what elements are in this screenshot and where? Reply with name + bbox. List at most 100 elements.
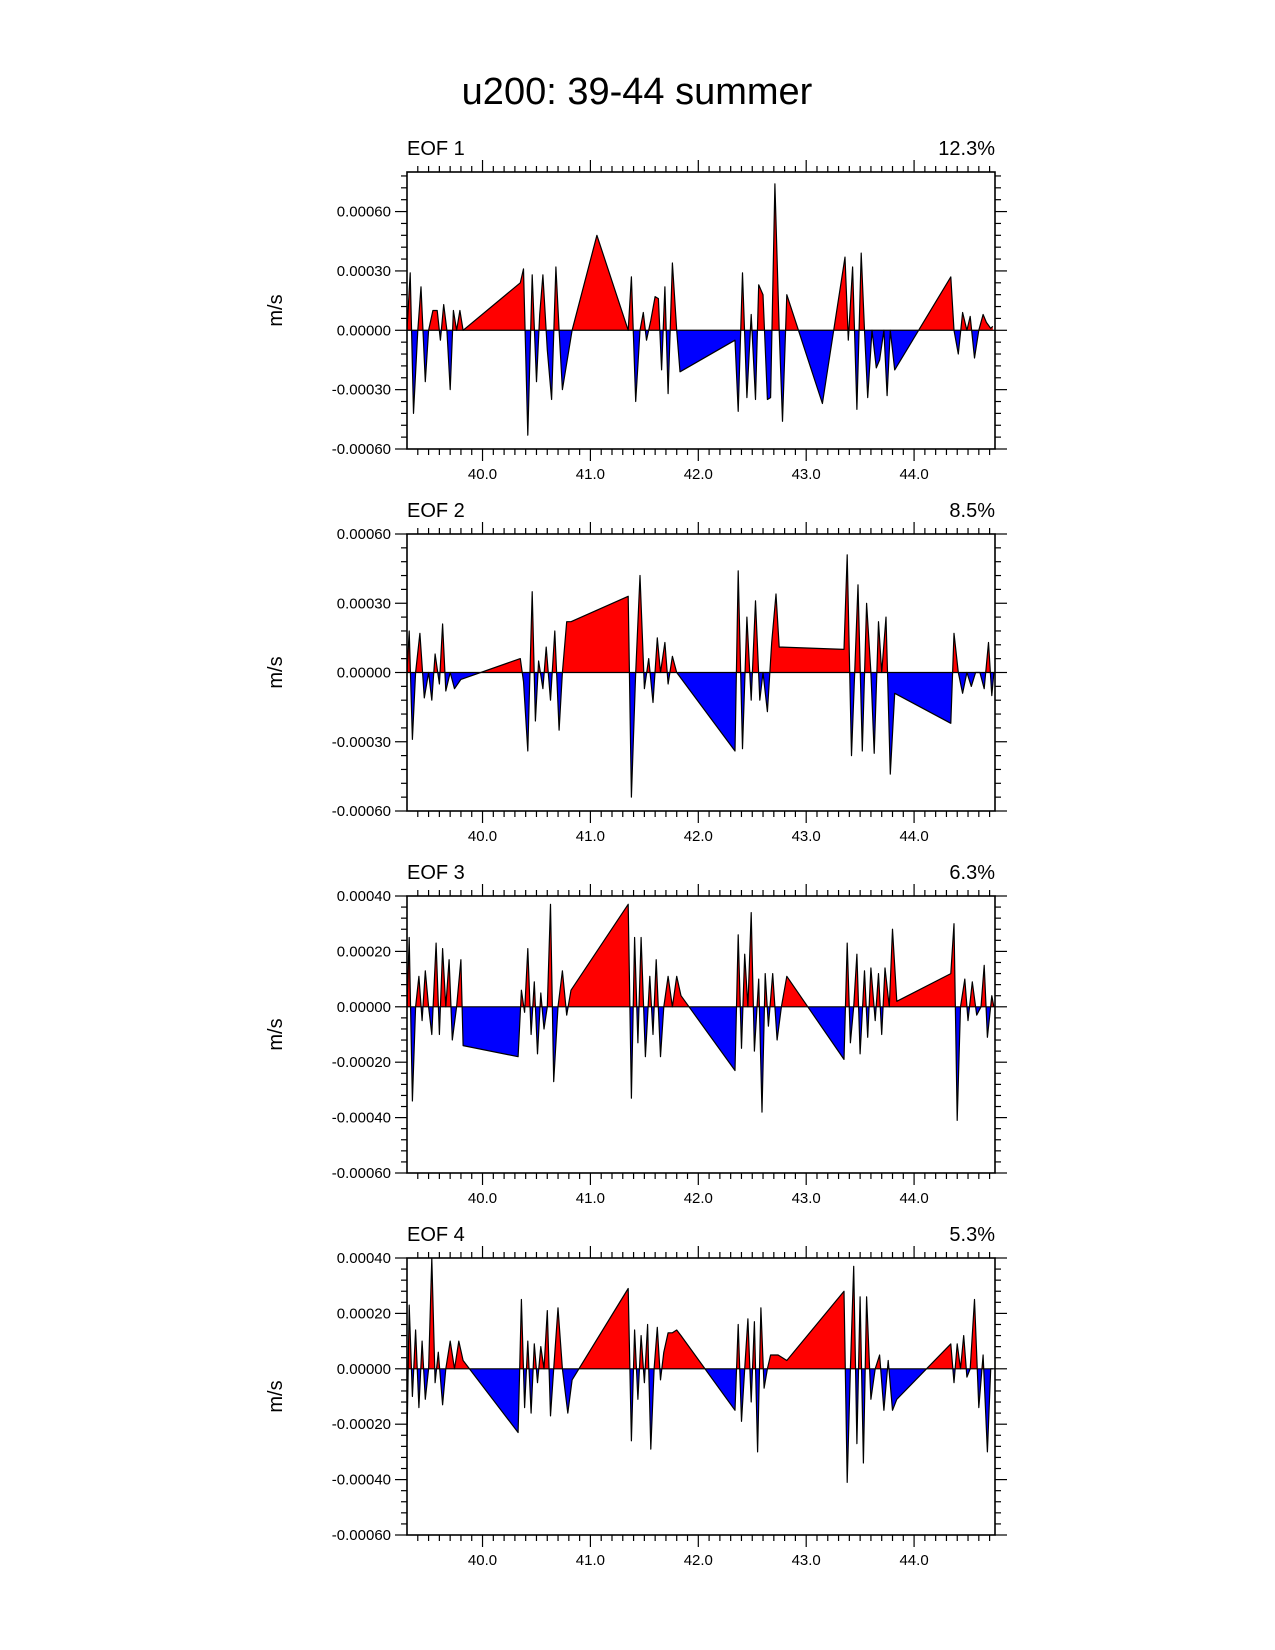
x-tick-label: 42.0 xyxy=(684,1552,713,1569)
y-tick-label: -0.00030 xyxy=(332,382,391,399)
x-tick-label: 41.0 xyxy=(576,828,605,845)
x-ticks xyxy=(417,884,991,1185)
negative-area-54 xyxy=(880,1368,888,1411)
positive-area-38 xyxy=(769,554,850,673)
y-tick-label: 0.00000 xyxy=(337,1361,391,1378)
negative-area-9 xyxy=(450,672,481,689)
y-ticks xyxy=(395,175,1007,450)
y-tick-label: -0.00020 xyxy=(332,1416,391,1433)
series-line xyxy=(407,183,994,436)
y-tick-label: 0.00060 xyxy=(337,204,391,221)
panels: 40.0 41.0 42.0 43.0 44.0 -0.00060 -0.00030 0.00… xyxy=(265,138,1007,1569)
plot-area xyxy=(407,183,994,436)
plot-area xyxy=(407,903,995,1121)
y-axis-label: m/s xyxy=(265,1018,287,1050)
y-tick-label: 0.00000 xyxy=(337,322,391,339)
positive-area-60 xyxy=(960,1335,967,1369)
eof-label: EOF 2 xyxy=(407,500,465,522)
positive-area-45 xyxy=(767,1291,846,1369)
positive-area-49 xyxy=(781,976,808,1007)
positive-area-35 xyxy=(752,600,759,673)
series-line xyxy=(407,1258,993,1483)
y-tick-label: 0.00040 xyxy=(337,888,391,905)
negative-area-19 xyxy=(556,672,563,731)
negative-area-36 xyxy=(779,330,786,422)
x-tick-label: 44.0 xyxy=(899,828,928,845)
x-tick-label: 40.0 xyxy=(468,1552,497,1569)
negative-area-45 xyxy=(872,330,884,368)
x-tick-label: 44.0 xyxy=(899,1552,928,1569)
variance-percent: 5.3% xyxy=(949,1224,995,1246)
y-tick-label: -0.00060 xyxy=(332,1527,391,1544)
y-tick-label: -0.00040 xyxy=(332,1472,391,1489)
x-tick-label: 41.0 xyxy=(576,1552,605,1569)
x-tick-label: 40.0 xyxy=(468,828,497,845)
variance-percent: 6.3% xyxy=(949,862,995,884)
variance-percent: 12.3% xyxy=(938,138,995,160)
y-tick-label: -0.00060 xyxy=(332,1165,391,1182)
positive-area-23 xyxy=(648,296,660,331)
positive-area-22 xyxy=(635,575,644,673)
x-tick-label: 43.0 xyxy=(792,828,821,845)
y-axis-label: m/s xyxy=(265,656,287,688)
negative-area-34 xyxy=(764,330,772,400)
positive-area-35 xyxy=(663,976,673,1007)
y-ticks xyxy=(395,895,1007,1174)
negative-area-12 xyxy=(462,1006,521,1057)
x-tick-label: 44.0 xyxy=(899,1190,928,1207)
eof-label: EOF 3 xyxy=(407,862,465,884)
negative-area-17 xyxy=(559,330,573,390)
eof-label: EOF 1 xyxy=(407,138,465,160)
eof-panel-2: 40.0 41.0 42.0 43.0 44.0 -0.00060 -0.00030 0.00… xyxy=(265,500,1007,845)
positive-area-9 xyxy=(456,310,464,331)
x-tick-label: 43.0 xyxy=(792,466,821,483)
negative-area-44 xyxy=(864,330,872,398)
positive-area-23 xyxy=(553,1307,563,1369)
plot-area xyxy=(407,554,995,798)
x-ticks xyxy=(417,160,991,461)
negative-area-43 xyxy=(870,672,877,754)
negative-area-30 xyxy=(744,330,751,398)
positive-area-48 xyxy=(918,276,954,331)
negative-area-11 xyxy=(525,330,531,436)
x-tick-label: 43.0 xyxy=(792,1552,821,1569)
plot-frame xyxy=(406,171,996,450)
y-tick-label: -0.00060 xyxy=(332,803,391,820)
negative-area-56 xyxy=(888,1368,927,1411)
plot-frame xyxy=(406,1257,996,1536)
positive-area-62 xyxy=(970,1299,978,1369)
negative-area-52 xyxy=(971,330,979,358)
negative-area-28 xyxy=(676,330,741,412)
y-axis-label: m/s xyxy=(265,294,287,326)
figure-title: u200: 39-44 summer xyxy=(462,71,813,113)
positive-area-18 xyxy=(572,235,629,331)
eof-label: EOF 4 xyxy=(407,1224,465,1246)
y-tick-label: -0.00020 xyxy=(332,1054,391,1071)
negative-area-49 xyxy=(954,330,961,354)
negative-area-49 xyxy=(966,672,976,687)
positive-area-39 xyxy=(833,257,848,331)
y-axis-label: m/s xyxy=(265,1380,287,1412)
y-tick-label: 0.00020 xyxy=(337,1305,391,1322)
x-tick-label: 42.0 xyxy=(684,828,713,845)
negative-area-46 xyxy=(883,330,891,396)
positive-area-35 xyxy=(771,183,780,331)
x-tick-label: 40.0 xyxy=(468,466,497,483)
positive-area-14 xyxy=(538,274,547,331)
x-tick-label: 43.0 xyxy=(792,1190,821,1207)
eof-panel-3: 40.0 41.0 42.0 43.0 44.0 -0.00060 -0.00040 -0.0… xyxy=(265,862,1007,1207)
x-tick-label: 42.0 xyxy=(684,1190,713,1207)
positive-area-23 xyxy=(558,970,566,1007)
variance-percent: 8.5% xyxy=(949,500,995,522)
x-tick-label: 41.0 xyxy=(576,466,605,483)
positive-area-20 xyxy=(562,596,630,673)
positive-area-11 xyxy=(445,1341,455,1369)
x-ticks xyxy=(417,522,991,823)
negative-area-48 xyxy=(958,672,967,694)
x-ticks xyxy=(417,1246,991,1547)
positive-area-10 xyxy=(463,268,526,331)
positive-area-66 xyxy=(969,981,976,1007)
y-tick-label: 0.00000 xyxy=(337,665,391,682)
negative-area-44 xyxy=(759,1006,765,1113)
